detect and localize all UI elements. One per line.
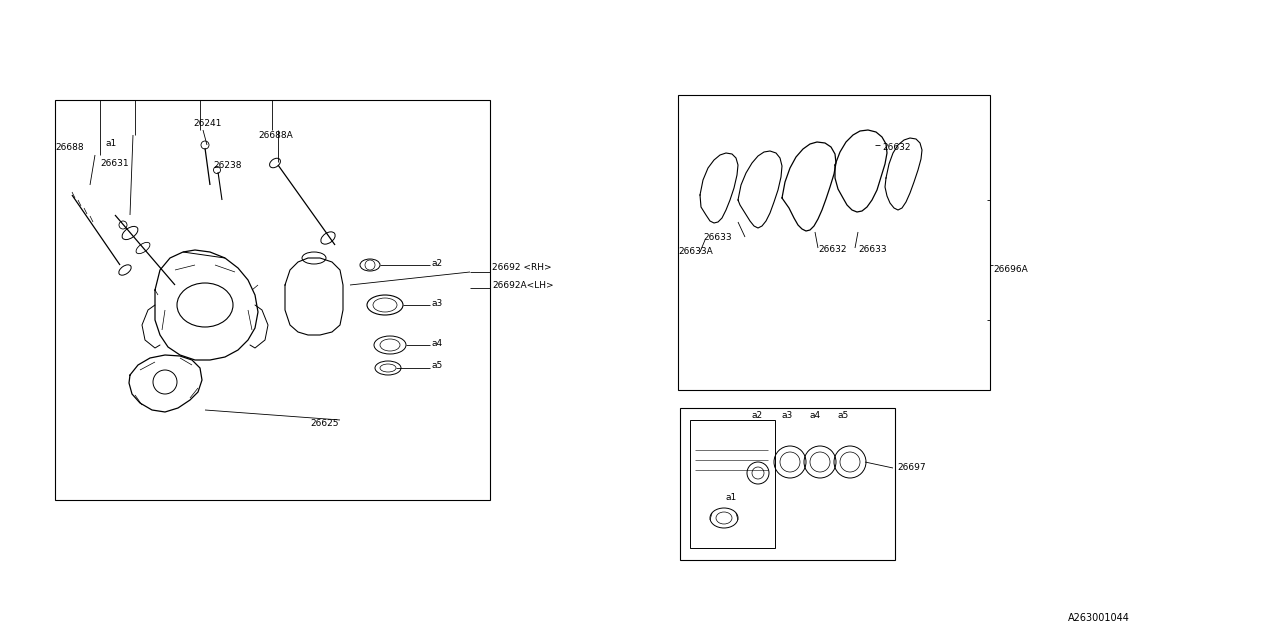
Text: a4: a4: [433, 339, 443, 348]
Text: a3: a3: [782, 410, 794, 419]
Bar: [680, 408, 895, 560]
Text: 26633: 26633: [703, 232, 732, 241]
Text: a1: a1: [105, 138, 116, 147]
Bar: [678, 95, 989, 390]
Text: 26632: 26632: [818, 246, 846, 255]
Text: 26688: 26688: [55, 143, 83, 152]
Text: 26697: 26697: [897, 463, 925, 472]
Text: 26688A: 26688A: [259, 131, 293, 140]
Text: 26632: 26632: [882, 143, 910, 152]
Text: 26692A<LH>: 26692A<LH>: [492, 282, 554, 291]
Text: a2: a2: [753, 410, 763, 419]
Text: a3: a3: [433, 298, 443, 307]
Text: 26696A: 26696A: [993, 266, 1028, 275]
Text: 26241: 26241: [193, 118, 221, 127]
Bar: [55, 100, 490, 500]
Text: a5: a5: [838, 410, 849, 419]
Text: A263001044: A263001044: [1068, 613, 1130, 623]
Text: a4: a4: [810, 410, 822, 419]
Text: 26633A: 26633A: [678, 248, 713, 257]
Text: 26631: 26631: [100, 159, 128, 168]
Text: 26238: 26238: [212, 161, 242, 170]
Text: 26692 <RH>: 26692 <RH>: [492, 264, 552, 273]
Text: a1: a1: [726, 493, 737, 502]
Text: a2: a2: [433, 259, 443, 268]
Text: a5: a5: [433, 362, 443, 371]
Bar: [690, 420, 774, 548]
Text: 26633: 26633: [858, 246, 887, 255]
Text: 26625: 26625: [310, 419, 338, 428]
